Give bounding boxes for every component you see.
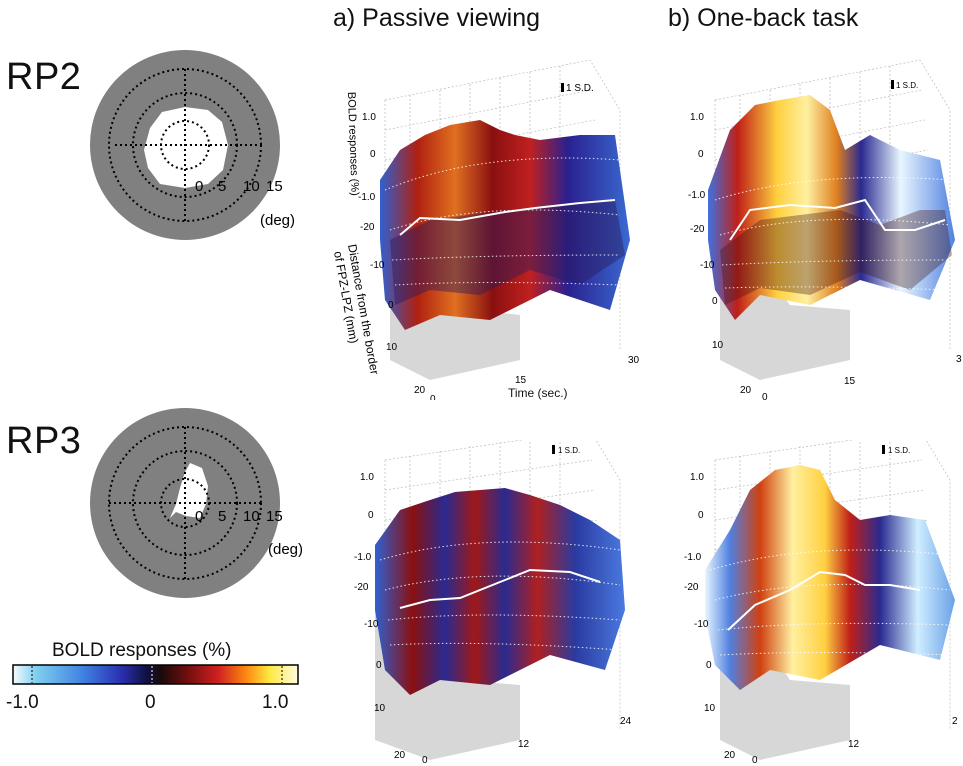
tick-time-0: 0: [752, 755, 758, 766]
tick-time-end: 30: [628, 355, 640, 366]
tick-time-0: 0: [422, 755, 428, 766]
bold-surface: [375, 488, 625, 695]
tick-depth-neg20: -20: [684, 582, 699, 593]
polar-label-15: 15: [266, 178, 283, 195]
border-line: [727, 570, 921, 631]
scale-bar: [891, 80, 894, 89]
surface-plot-rp3-oneback: 1 S.D. 1.0 0 -1.0 -20 -10 0 10 20 0 12 2: [684, 440, 958, 766]
bold-surface: [380, 120, 630, 330]
tick-bold-neg1: -1.0: [358, 192, 376, 203]
tick-depth-20: 20: [724, 750, 736, 761]
tick-bold-1: 1.0: [690, 112, 704, 123]
tick-depth-10: 10: [386, 342, 398, 353]
border-line: [399, 568, 601, 609]
tick-time-mid: 12: [518, 739, 530, 750]
tick-depth-10: 10: [704, 703, 716, 714]
scale-bar: [882, 445, 885, 454]
scale-bar-label: 1 S.D.: [896, 81, 918, 90]
polar-unit-deg: (deg): [260, 212, 295, 229]
tick-depth-neg10: -10: [694, 619, 709, 630]
polar-label-10: 10: [243, 178, 260, 195]
row-label-rp2: RP2: [6, 56, 82, 98]
tick-time-end: 3: [956, 354, 962, 365]
tick-depth-neg20: -20: [354, 582, 369, 593]
scale-bar: [552, 445, 555, 454]
tick-time-mid: 12: [848, 739, 860, 750]
y-axis-label: BOLD responses (%): [345, 92, 361, 196]
scale-bar-label: 1 S.D.: [558, 446, 580, 455]
tick-bold-0: 0: [698, 149, 704, 160]
tick-depth-0: 0: [376, 660, 382, 671]
tick-bold-neg1: -1.0: [354, 552, 372, 563]
tick-depth-20: 20: [414, 385, 426, 396]
polar-map-rp2: 0 5 10 15 (deg): [90, 50, 295, 240]
tick-bold-neg1: -1.0: [684, 552, 702, 563]
tick-depth-neg10: -10: [364, 619, 379, 630]
tick-depth-0: 0: [706, 660, 712, 671]
tick-time-0: 0: [762, 392, 768, 400]
tick-depth-neg20: -20: [360, 222, 375, 233]
tick-depth-20: 20: [740, 385, 752, 396]
tick-time-end: 2: [952, 716, 958, 727]
response-region-rp3: [170, 463, 208, 518]
tick-time-mid: 15: [844, 376, 856, 387]
surface-plot-rp3-passive: 1 S.D. 1.0 0 -1.0 -20 -10 0 10 20 0 12 2…: [354, 440, 632, 766]
polar-map-rp3: 0 5 10 15 (deg): [90, 408, 303, 598]
scale-bar: [561, 83, 564, 92]
tick-bold-1: 1.0: [360, 472, 374, 483]
colorbar-tick-pos: 1.0: [262, 692, 289, 713]
polar-label-0: 0: [195, 178, 203, 195]
colorbar-gradient: [12, 664, 299, 685]
response-region-rp2: [144, 107, 228, 188]
tick-bold-0: 0: [370, 149, 376, 160]
tick-depth-neg20: -20: [690, 224, 705, 235]
polar-label-5: 5: [218, 178, 226, 195]
tick-depth-10: 10: [712, 340, 724, 351]
tick-time-end: 24: [620, 716, 632, 727]
column-title-passive-viewing: a) Passive viewing: [333, 4, 541, 32]
tick-depth-0: 0: [388, 300, 394, 311]
border-line: [729, 198, 946, 241]
tick-depth-0: 0: [712, 296, 718, 307]
polar-label-10: 10: [243, 508, 260, 525]
tick-time-0: 0: [430, 394, 436, 400]
tick-bold-1: 1.0: [362, 112, 376, 123]
colorbar-tick-neg: -1.0: [6, 692, 39, 713]
tick-depth-neg10: -10: [370, 260, 385, 271]
tick-time-mid: 15: [515, 375, 527, 386]
colorbar: [12, 664, 299, 685]
polar-ring-10: [132, 450, 238, 556]
polar-label-5: 5: [218, 508, 226, 525]
polar-ring-5: [160, 120, 210, 170]
scale-bar-label: 1 S.D.: [888, 446, 910, 455]
surface-plot-rp2-oneback: 1 S.D. 1.0 0 -1.0 -20 -10 0 10 20 0 15 3: [688, 59, 962, 400]
polar-unit-deg: (deg): [268, 541, 303, 558]
surface-plot-rp2-passive: 1 S.D. 1.0 0 -1.0 -20 -10 0 10 20 0 15 3…: [331, 59, 640, 400]
polar-label-15: 15: [266, 508, 283, 525]
tick-bold-0: 0: [368, 510, 374, 521]
tick-depth-neg10: -10: [700, 260, 715, 271]
tick-depth-10: 10: [374, 703, 386, 714]
time-axis-label: Time (sec.): [508, 386, 568, 400]
polar-label-0: 0: [195, 508, 203, 525]
border-line: [399, 199, 616, 236]
tick-bold-1: 1.0: [690, 472, 704, 483]
bold-surface: [705, 465, 955, 690]
colorbar-title: BOLD responses (%): [52, 640, 232, 661]
tick-bold-0: 0: [698, 510, 704, 521]
tick-depth-20: 20: [394, 750, 406, 761]
tick-bold-neg1: -1.0: [688, 190, 706, 201]
column-title-one-back-task: b) One-back task: [668, 4, 859, 32]
colorbar-tick-zero: 0: [145, 692, 156, 713]
scale-bar-label: 1 S.D.: [566, 83, 594, 94]
row-label-rp3: RP3: [6, 420, 82, 462]
